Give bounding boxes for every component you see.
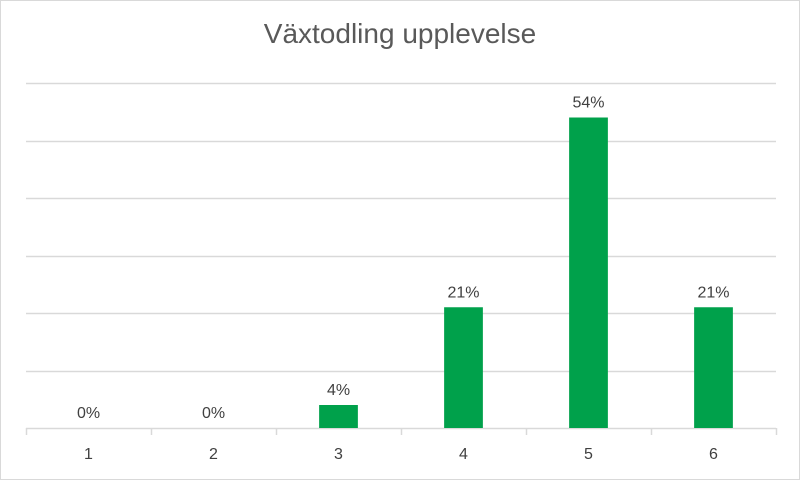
x-tick-labels: 1 2 3 4 5 6 bbox=[84, 446, 718, 463]
x-tick-label-4: 4 bbox=[459, 446, 468, 463]
data-label-4: 21% bbox=[447, 284, 479, 301]
x-tick-label-5: 5 bbox=[584, 446, 593, 463]
gridlines bbox=[26, 82, 776, 373]
x-tick-label-6: 6 bbox=[709, 446, 718, 463]
data-label-1: 0% bbox=[77, 405, 100, 422]
bar-4 bbox=[444, 307, 483, 428]
chart-title: Växtodling upplevelse bbox=[263, 18, 537, 49]
bar-6 bbox=[694, 307, 733, 428]
data-label-5: 54% bbox=[572, 95, 604, 112]
bars bbox=[319, 117, 733, 428]
bar-3 bbox=[319, 405, 358, 428]
x-tick-label-2: 2 bbox=[209, 446, 218, 463]
data-labels: 0% 0% 4% 21% 54% 21% bbox=[77, 95, 730, 423]
bar-5 bbox=[569, 117, 608, 428]
x-tick-label-3: 3 bbox=[334, 446, 343, 463]
x-axis bbox=[25, 427, 778, 435]
x-tick-label-1: 1 bbox=[84, 446, 93, 463]
data-label-2: 0% bbox=[202, 405, 225, 422]
data-label-3: 4% bbox=[327, 382, 350, 399]
data-label-6: 21% bbox=[697, 284, 729, 301]
